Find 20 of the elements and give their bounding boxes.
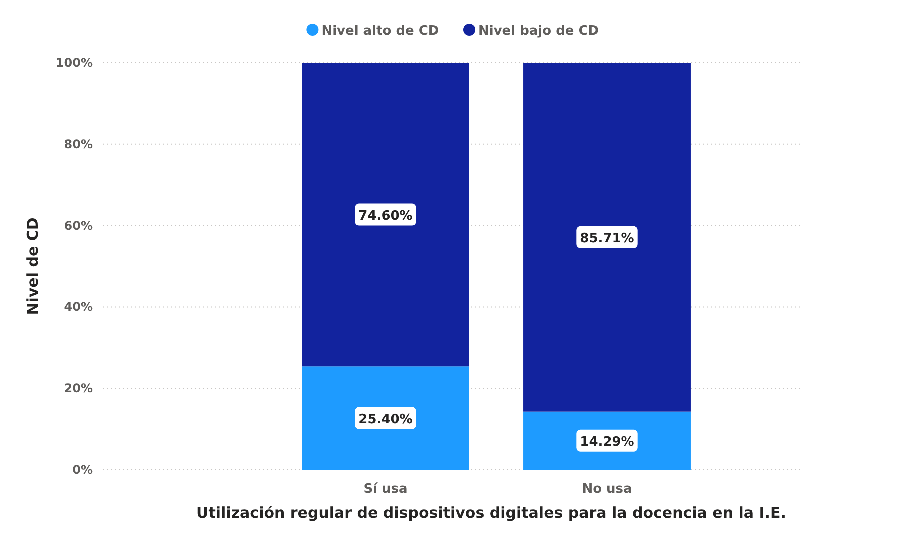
bar (302, 366, 470, 470)
data-label: 85.71% (580, 231, 634, 246)
data-label: 25.40% (358, 412, 413, 428)
bar (302, 63, 470, 367)
legend-label: Nivel alto de CD (322, 24, 440, 39)
bar (524, 412, 691, 470)
data-label: 74.60% (358, 208, 413, 224)
x-tick-label: No usa (582, 482, 632, 497)
legend-label: Nivel bajo de CD (478, 24, 600, 39)
x-axis-title: Utilización regular de dispositivos digitales para la docencia en la I.E. (196, 504, 786, 522)
bar (524, 63, 691, 412)
y-tick-label: 80% (64, 137, 93, 152)
x-tick-label: Sí usa (364, 482, 408, 497)
y-tick-label: 40% (64, 300, 93, 314)
y-tick-label: 20% (64, 382, 93, 396)
data-label: 14.29% (580, 434, 634, 450)
y-axis-title: Nivel de CD (24, 218, 42, 316)
y-tick-label: 100% (56, 56, 93, 70)
y-tick-label: 60% (64, 218, 93, 233)
y-tick-label: 0% (72, 463, 93, 477)
